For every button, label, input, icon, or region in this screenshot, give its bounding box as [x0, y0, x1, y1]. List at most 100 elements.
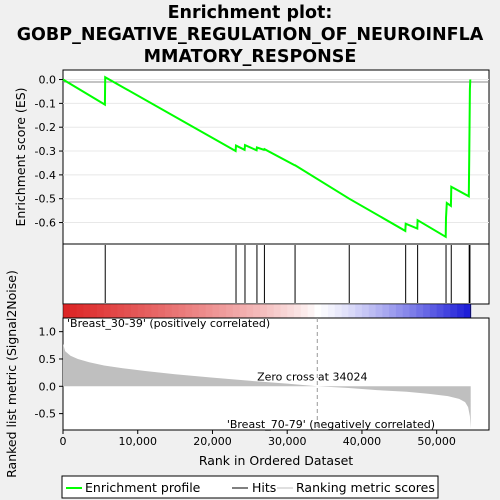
heatmap-segment — [348, 304, 356, 318]
heatmap-segment — [198, 304, 207, 318]
heatmap-segment — [450, 304, 458, 318]
heatmap-segment — [436, 304, 445, 318]
es-y-tick-label: -0.5 — [35, 193, 56, 206]
legend-label-hits: Hits — [252, 480, 276, 495]
heatmap-segment — [171, 304, 180, 318]
metric-y-tick-label: 1.0 — [39, 326, 57, 339]
heatmap-segment — [63, 304, 71, 318]
heatmap-segment — [273, 304, 281, 318]
heatmap-segment — [307, 304, 315, 318]
heatmap-segment — [144, 304, 152, 318]
legend-label-es: Enrichment profile — [85, 480, 201, 495]
heatmap-segment — [402, 304, 411, 318]
hits-panel — [62, 243, 490, 305]
heatmap-segment — [253, 304, 261, 318]
title-line-2: GOBP_NEGATIVE_REGULATION_OF_NEUROINFLA — [16, 25, 484, 45]
metric-panel — [62, 317, 490, 431]
heatmap-segment — [239, 304, 247, 318]
x-tick-label: 0 — [60, 435, 67, 448]
heatmap-segment — [294, 304, 302, 318]
es-panel — [62, 69, 490, 245]
heatmap-segment — [260, 304, 268, 318]
metric-y-tick-label: 0.0 — [39, 380, 57, 393]
legend-box — [61, 475, 439, 499]
heatmap-segment — [429, 304, 438, 318]
heatmap-segment — [341, 304, 349, 318]
es-y-ticks: 0.0 -0.1 -0.2 -0.3 -0.4 -0.5 -0.6 — [35, 74, 63, 230]
heatmap-segment — [266, 304, 275, 318]
x-tick-label: 30,000 — [268, 435, 307, 448]
heatmap-segment — [443, 304, 451, 318]
es-y-tick-label: -0.3 — [35, 145, 56, 158]
x-tick-label: 50,000 — [417, 435, 456, 448]
metric-area — [63, 343, 471, 429]
heatmap-segment — [226, 304, 234, 318]
rank-heatmap-bar — [62, 303, 472, 319]
heatmap-segment — [457, 304, 465, 318]
heatmap-segment — [110, 304, 118, 318]
heatmap-segment — [368, 304, 377, 318]
heatmap-segment — [178, 304, 186, 318]
heatmap-segment — [185, 304, 193, 318]
metric-y-tick-label: -0.5 — [35, 408, 56, 421]
es-y-tick-label: -0.1 — [35, 97, 56, 110]
heatmap-segment — [69, 304, 78, 318]
heatmap-segment — [212, 304, 220, 318]
heatmap-segment — [423, 304, 431, 318]
es-line — [62, 75, 472, 239]
heatmap-segment — [334, 304, 343, 318]
es-y-tick-label: -0.4 — [35, 169, 56, 182]
heatmap-segment — [327, 304, 336, 318]
heatmap-segment — [219, 304, 227, 318]
negative-class-label: 'Breast_70-79' (negatively correlated) — [227, 418, 435, 431]
x-axis-label: Rank in Ordered Dataset — [199, 453, 353, 468]
heatmap-segment — [314, 304, 322, 318]
heatmap-segment — [463, 304, 472, 318]
heatmap-segment — [280, 304, 288, 318]
heatmap-segment — [192, 304, 200, 318]
hit-markers — [104, 245, 471, 303]
metric-y-tick-label: 0.5 — [39, 353, 57, 366]
x-ticks: 0 10,000 20,000 30,000 40,000 50,000 — [60, 430, 456, 448]
heatmap-segment — [287, 304, 295, 318]
zero-cross-label: Zero cross at 34024 — [257, 370, 367, 383]
heatmap-segment — [103, 304, 112, 318]
heatmap-segment — [232, 304, 241, 318]
heatmap-segment — [137, 304, 146, 318]
heatmap-segment — [90, 304, 98, 318]
heatmap-segment — [117, 304, 125, 318]
es-y-tick-label: -0.6 — [35, 217, 56, 230]
heatmap-segment — [164, 304, 173, 318]
legend: Enrichment profile Hits Ranking metric s… — [61, 475, 439, 499]
heatmap-segment — [321, 304, 329, 318]
heatmap-segment — [361, 304, 370, 318]
heatmap-segment — [158, 304, 166, 318]
heatmap-segment — [409, 304, 417, 318]
heatmap-segment — [246, 304, 254, 318]
title-line-1: Enrichment plot: — [167, 3, 333, 23]
x-tick-label: 10,000 — [118, 435, 157, 448]
metric-y-ticks: 1.0 0.5 0.0 -0.5 — [35, 326, 63, 421]
es-y-tick-label: 0.0 — [39, 74, 57, 87]
heatmap-segment — [416, 304, 424, 318]
heatmap-segment — [300, 304, 309, 318]
es-y-tick-label: -0.2 — [35, 121, 56, 134]
heatmap-segment — [395, 304, 404, 318]
x-tick-label: 20,000 — [193, 435, 232, 448]
chart-title: Enrichment plot: GOBP_NEGATIVE_REGULATIO… — [0, 2, 500, 68]
heatmap-segment — [76, 304, 84, 318]
heatmap-segment — [389, 304, 397, 318]
x-tick-label: 40,000 — [343, 435, 382, 448]
heatmap-segment — [124, 304, 132, 318]
heatmap-segment — [205, 304, 213, 318]
heatmap-segment — [382, 304, 390, 318]
metric-y-axis-label: Ranked list metric (Signal2Noise) — [4, 270, 19, 478]
heatmap-segment — [96, 304, 105, 318]
heatmap-segment — [355, 304, 363, 318]
heatmap-segment — [151, 304, 159, 318]
es-y-axis-label: Enrichment score (ES) — [13, 87, 28, 226]
positive-class-label: 'Breast_30-39' (positively correlated) — [67, 317, 270, 330]
heatmap-segment — [375, 304, 383, 318]
heatmap-segment — [130, 304, 139, 318]
